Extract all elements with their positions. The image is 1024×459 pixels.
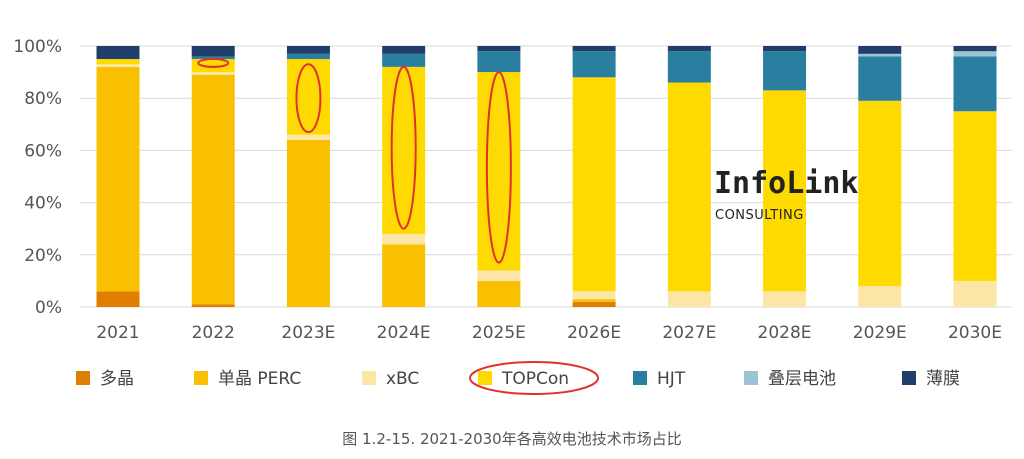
highlight-ellipse [485, 71, 512, 264]
legend-swatch [744, 371, 758, 385]
bar-segment [96, 46, 140, 60]
bar-segment [96, 291, 140, 307]
legend-swatch [633, 371, 647, 385]
x-tick-label: 2024E [377, 323, 431, 343]
highlight-ellipse [295, 63, 322, 134]
legend-swatch [76, 371, 90, 385]
bar-segment [96, 64, 140, 67]
bar-segment [858, 286, 902, 307]
bar-segment [382, 53, 426, 67]
bar-segment [667, 291, 711, 307]
bar-segment [763, 51, 807, 91]
legend-swatch [478, 371, 492, 385]
watermark-title: InfoLink [714, 166, 859, 201]
x-tick-label: 2027E [662, 323, 716, 343]
bar-segment [286, 46, 330, 54]
bar-segment [286, 134, 330, 140]
bar-segment [858, 56, 902, 101]
legend-label: TOPCon [501, 369, 569, 389]
legend-swatch [194, 371, 208, 385]
legend: 多晶 单晶 PERC xBC TOPCon HJT 叠层电池 薄膜 [76, 369, 960, 389]
bar-segment [667, 46, 711, 52]
legend-label: 薄膜 [926, 369, 960, 389]
bar-segment [667, 82, 711, 292]
bar-segment [572, 299, 616, 302]
figure-caption: 图 1.2-15. 2021-2030年各高效电池技术市场占比 [342, 430, 681, 448]
annotations [197, 58, 599, 395]
legend-label: 单晶 PERC [218, 369, 301, 389]
bar-segment [191, 46, 235, 57]
bar-segment [763, 291, 807, 307]
y-tick-label: 40% [24, 194, 62, 214]
bar-segment [953, 46, 997, 52]
bar-segment [477, 270, 521, 281]
bar-segment [572, 291, 616, 300]
bar-segment [286, 139, 330, 307]
x-tick-label: 2026E [567, 323, 621, 343]
bar-segment [191, 74, 235, 305]
bar-segment [477, 72, 521, 271]
highlight-ellipse [390, 65, 417, 230]
infolink-watermark: InfoLink CONSULTING [714, 166, 859, 223]
bar-segment [382, 66, 426, 234]
bar-segment [191, 304, 235, 307]
legend-swatch [902, 371, 916, 385]
y-tick-label: 80% [24, 89, 62, 109]
legend-swatch [362, 371, 376, 385]
bar-segment [572, 77, 616, 292]
bar-segment [191, 56, 235, 60]
bar-segment [191, 59, 235, 73]
bar-segment [763, 46, 807, 52]
legend-highlight-ellipse [469, 361, 599, 395]
bar-segment [953, 111, 997, 281]
bar-segment [477, 280, 521, 307]
bar-segment [96, 66, 140, 292]
x-tick-label: 2028E [758, 323, 812, 343]
bar-segment [953, 56, 997, 112]
bar-segment [667, 51, 711, 83]
legend-label: HJT [657, 369, 686, 389]
bar-segment [858, 46, 902, 54]
x-tick-label: 2030E [948, 323, 1002, 343]
x-tick-label: 2029E [853, 323, 907, 343]
x-tick-label: 2023E [281, 323, 335, 343]
highlight-ellipse [197, 58, 230, 68]
y-axis-ticks: 0% 20% 40% 60% 80% 100% [13, 37, 62, 318]
x-axis-ticks: 2021 2022 2023E 2024E 2025E 2026E 2027E 2028E 20… [96, 323, 1002, 343]
bar-segment [286, 59, 330, 135]
bar-segment [96, 59, 140, 65]
bar-segment [382, 46, 426, 54]
bar-segment [858, 53, 902, 57]
legend-label: 多晶 [100, 369, 134, 389]
legend-label: 叠层电池 [768, 369, 836, 389]
bar-segment [382, 244, 426, 307]
bar-segment [572, 301, 616, 307]
y-tick-label: 0% [35, 298, 62, 318]
legend-label: xBC [386, 369, 419, 389]
watermark-subtitle: CONSULTING [715, 208, 804, 223]
gridlines [80, 45, 1012, 308]
y-tick-label: 100% [13, 37, 62, 57]
bar-segment [858, 100, 902, 287]
x-tick-label: 2021 [96, 323, 139, 343]
bar-segment [191, 72, 235, 75]
bar-segment [763, 90, 807, 292]
y-tick-label: 60% [24, 141, 62, 161]
bar-segment [477, 46, 521, 52]
bar-segment [953, 280, 997, 307]
y-tick-label: 20% [24, 246, 62, 266]
bar-segment [286, 53, 330, 60]
x-tick-label: 2022 [192, 323, 235, 343]
bar-segment [477, 51, 521, 73]
bar-segment [382, 233, 426, 245]
x-tick-label: 2025E [472, 323, 526, 343]
bar-segment [572, 46, 616, 52]
bars [96, 46, 997, 307]
bar-segment [953, 51, 997, 57]
bar-segment [572, 51, 616, 78]
